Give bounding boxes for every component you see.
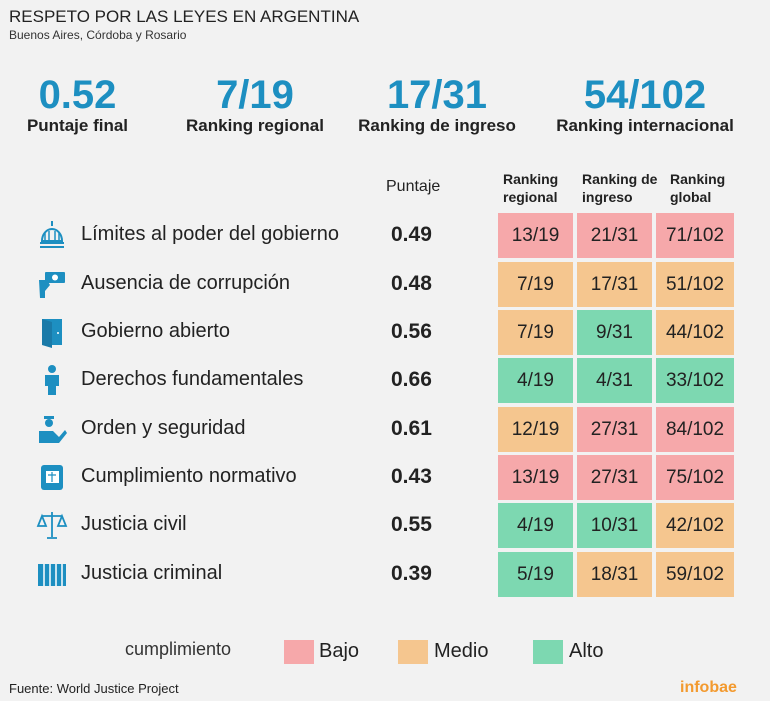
row-label: Ausencia de corrupción (81, 272, 291, 294)
kpi-regional: 7/19 Ranking regional (175, 74, 335, 136)
header-ingreso: Ranking de ingreso (582, 170, 657, 206)
row-score: 0.39 (391, 562, 432, 585)
open-door-icon (36, 316, 68, 348)
rank-cell-bajo: 13/19 (498, 455, 573, 500)
legend-label-alto: Alto (569, 640, 604, 662)
law-book-icon (36, 461, 68, 493)
subtitle: Buenos Aires, Córdoba y Rosario (9, 28, 187, 42)
rank-cell-alto: 9/31 (577, 310, 652, 355)
kpi-value: 7/19 (216, 73, 294, 117)
row-score: 0.61 (391, 417, 432, 440)
rank-cell-medio: 18/31 (577, 552, 652, 597)
rank-cell-bajo: 27/31 (577, 407, 652, 452)
kpi-internacional: 54/102 Ranking internacional (545, 74, 745, 136)
rank-cell-medio: 12/19 (498, 407, 573, 452)
row-label: Justicia criminal (81, 562, 223, 584)
legend-title: cumplimiento (125, 639, 232, 659)
header-line: Ranking (503, 171, 559, 187)
kpi-label: Ranking de ingreso (358, 116, 516, 135)
kpi-value: 0.52 (38, 73, 117, 117)
legend-swatch-medio (398, 640, 428, 664)
rank-cell-medio: 44/102 (656, 310, 734, 355)
rank-cell-medio: 7/19 (498, 310, 573, 355)
header-line: Ranking de (582, 171, 658, 187)
row-label: Derechos fundamentales (81, 368, 304, 390)
police-officer-icon (36, 413, 68, 445)
legend-swatch-bajo (284, 640, 314, 664)
header-regional: Ranking regional (503, 170, 558, 206)
rank-cell-bajo: 13/19 (498, 213, 573, 258)
rank-cell-bajo: 27/31 (577, 455, 652, 500)
row-label: Gobierno abierto (81, 320, 230, 342)
rank-cell-alto: 5/19 (498, 552, 573, 597)
rank-cell-alto: 4/31 (577, 358, 652, 403)
header-line: ingreso (582, 189, 633, 205)
title: RESPETO POR LAS LEYES EN ARGENTINA (9, 7, 360, 26)
money-hand-icon (36, 268, 68, 300)
rank-cell-bajo: 84/102 (656, 407, 734, 452)
kpi-final-score: 0.52 Puntaje final (20, 74, 135, 136)
legend-label-bajo: Bajo (319, 640, 360, 662)
kpi-label: Ranking internacional (556, 116, 734, 135)
header-line: global (670, 189, 712, 205)
capitol-dome-icon (36, 219, 68, 251)
scales-icon (36, 509, 68, 541)
rank-cell-medio: 7/19 (498, 262, 573, 307)
kpi-value: 54/102 (583, 73, 707, 117)
row-score: 0.66 (391, 368, 432, 391)
row-score: 0.55 (391, 513, 432, 536)
kpi-value: 17/31 (386, 73, 488, 117)
legend-label-medio: Medio (434, 640, 489, 662)
kpi-label: Puntaje final (26, 116, 129, 135)
rank-cell-medio: 59/102 (656, 552, 734, 597)
rank-cell-medio: 42/102 (656, 503, 734, 548)
header-score: Puntaje (386, 178, 441, 195)
row-score: 0.49 (391, 223, 432, 246)
prison-bars-icon (36, 558, 68, 590)
row-label: Cumplimiento normativo (81, 465, 297, 487)
legend-swatch-alto (533, 640, 563, 664)
rank-cell-medio: 17/31 (577, 262, 652, 307)
rank-cell-alto: 10/31 (577, 503, 652, 548)
rank-cell-bajo: 75/102 (656, 455, 734, 500)
header-line: regional (503, 189, 558, 205)
rank-cell-alto: 33/102 (656, 358, 734, 403)
row-score: 0.43 (391, 465, 432, 488)
row-score: 0.48 (391, 272, 432, 295)
header-global: Ranking global (670, 170, 725, 206)
person-icon (36, 364, 68, 396)
row-label: Justicia civil (81, 513, 187, 535)
rank-cell-alto: 4/19 (498, 358, 573, 403)
rank-cell-bajo: 71/102 (656, 213, 734, 258)
rank-cell-medio: 51/102 (656, 262, 734, 307)
header-line: Ranking (670, 171, 726, 187)
infobae-logo: infobae (680, 679, 737, 696)
source: Fuente: World Justice Project (9, 681, 179, 696)
rank-cell-alto: 4/19 (498, 503, 573, 548)
kpi-label: Ranking regional (186, 116, 324, 135)
rank-cell-bajo: 21/31 (577, 213, 652, 258)
kpi-ingreso: 17/31 Ranking de ingreso (352, 74, 522, 136)
row-label: Límites al poder del gobierno (81, 223, 339, 245)
row-score: 0.56 (391, 320, 432, 343)
row-label: Orden y seguridad (81, 417, 246, 439)
